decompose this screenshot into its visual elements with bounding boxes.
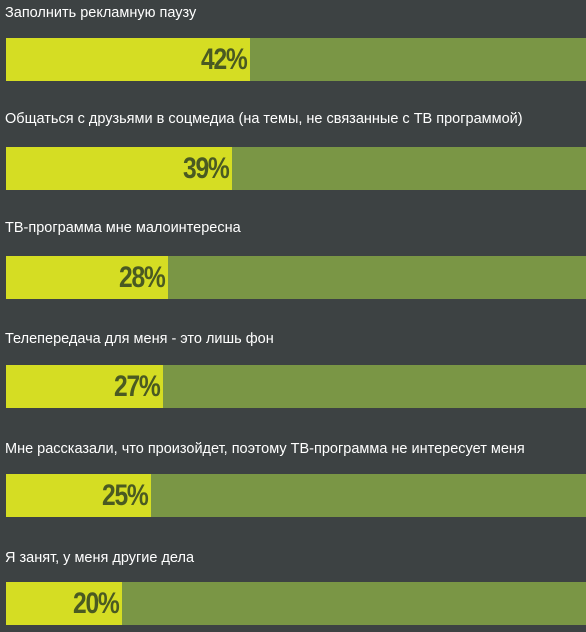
- category-label: Телепередача для меня - это лишь фон: [5, 331, 274, 347]
- bar-value-label: 27%: [114, 370, 161, 403]
- bar-value-label: 42%: [201, 43, 248, 76]
- bar-value-label: 39%: [183, 152, 230, 185]
- bar: [6, 147, 232, 190]
- bar-track: 25%: [6, 474, 586, 517]
- bar: [6, 582, 122, 625]
- bar: [6, 365, 163, 408]
- bar-value-label: 20%: [73, 587, 120, 620]
- bar-track: 39%: [6, 147, 586, 190]
- category-label: ТВ-программа мне малоинтересна: [5, 220, 241, 236]
- bar-track: 27%: [6, 365, 586, 408]
- category-label: Я занят, у меня другие дела: [5, 550, 195, 566]
- category-label: Общаться с друзьями в соцмедиа (на темы,…: [5, 111, 523, 127]
- bar: [6, 256, 168, 299]
- bar-track: 42%: [6, 38, 586, 81]
- category-label: Заполнить рекламную паузу: [5, 5, 197, 21]
- bar-track: 28%: [6, 256, 586, 299]
- bar-track: 20%: [6, 582, 586, 625]
- category-label: Мне рассказали, что произойдет, поэтому …: [5, 441, 525, 457]
- bar-value-label: 28%: [119, 261, 166, 294]
- bar-value-label: 25%: [102, 479, 149, 512]
- bar: [6, 38, 250, 81]
- bar: [6, 474, 151, 517]
